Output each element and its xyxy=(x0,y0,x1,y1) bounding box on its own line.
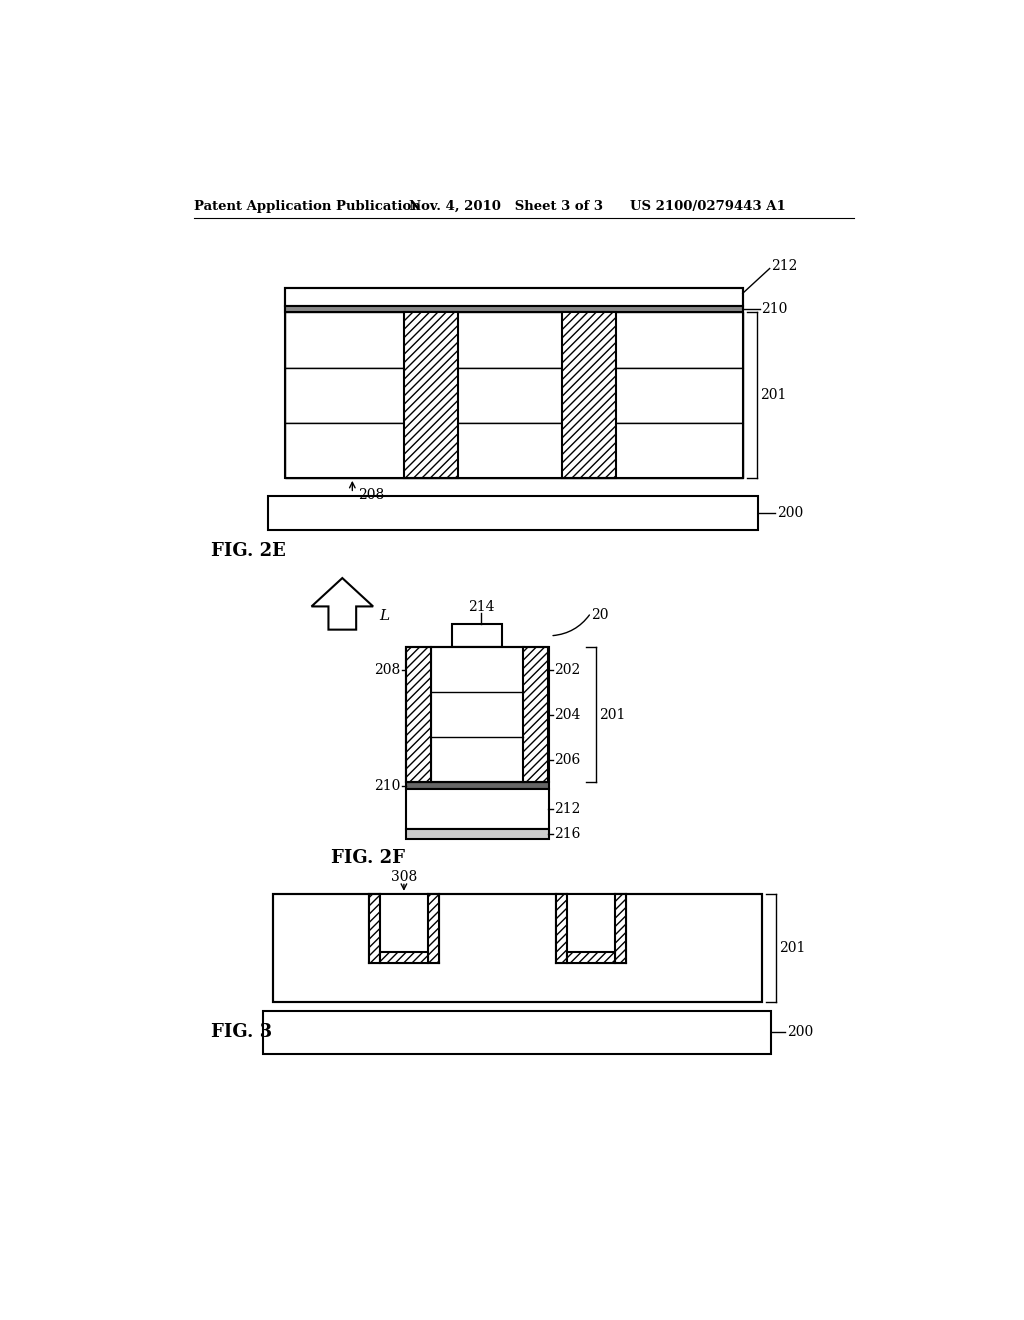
Bar xyxy=(267,496,758,529)
Text: 200: 200 xyxy=(776,506,803,520)
Bar xyxy=(403,313,458,478)
Bar xyxy=(285,367,742,422)
Bar xyxy=(285,306,742,313)
Text: 206: 206 xyxy=(554,752,581,767)
Text: 212: 212 xyxy=(554,803,581,816)
Text: FIG. 3: FIG. 3 xyxy=(211,1023,272,1041)
Text: 308: 308 xyxy=(391,870,417,884)
Bar xyxy=(407,647,431,781)
Text: 216: 216 xyxy=(554,828,581,841)
Bar xyxy=(370,894,380,964)
Text: 201: 201 xyxy=(760,388,786,403)
Text: 212: 212 xyxy=(771,259,798,273)
Polygon shape xyxy=(311,578,373,630)
Text: FIG. 2E: FIG. 2E xyxy=(211,543,286,560)
Text: 204: 204 xyxy=(554,708,581,722)
Bar xyxy=(556,894,567,964)
Bar xyxy=(263,1011,771,1053)
Bar xyxy=(285,422,742,478)
Bar xyxy=(562,313,615,478)
Bar xyxy=(407,789,549,829)
Text: Patent Application Publication: Patent Application Publication xyxy=(195,199,421,213)
Text: 214: 214 xyxy=(468,601,495,614)
Bar xyxy=(407,647,549,781)
Bar xyxy=(567,952,614,964)
Text: 20: 20 xyxy=(591,609,608,622)
Bar xyxy=(407,829,549,840)
Text: 200: 200 xyxy=(786,1026,813,1039)
Bar xyxy=(285,313,742,367)
Text: 210: 210 xyxy=(374,779,400,792)
Bar xyxy=(273,894,762,1002)
Text: 210: 210 xyxy=(761,302,787,317)
Bar xyxy=(453,624,503,647)
Text: FIG. 2F: FIG. 2F xyxy=(331,849,404,867)
Text: Nov. 4, 2010   Sheet 3 of 3: Nov. 4, 2010 Sheet 3 of 3 xyxy=(410,199,603,213)
Text: 208: 208 xyxy=(374,663,400,677)
Bar xyxy=(285,288,742,478)
Bar xyxy=(614,894,626,964)
Text: 201: 201 xyxy=(779,941,805,954)
Text: US 2100/0279443 A1: US 2100/0279443 A1 xyxy=(630,199,785,213)
Text: L: L xyxy=(379,609,389,623)
Text: 202: 202 xyxy=(554,663,581,677)
Bar xyxy=(431,647,524,781)
Text: 208: 208 xyxy=(357,488,384,502)
Bar xyxy=(285,288,742,306)
Bar xyxy=(380,894,428,952)
Bar xyxy=(407,781,549,789)
Bar xyxy=(567,894,614,952)
Bar xyxy=(523,647,548,781)
Bar xyxy=(428,894,438,964)
Bar xyxy=(273,894,762,1002)
Bar xyxy=(380,952,428,964)
Text: 201: 201 xyxy=(599,708,625,722)
